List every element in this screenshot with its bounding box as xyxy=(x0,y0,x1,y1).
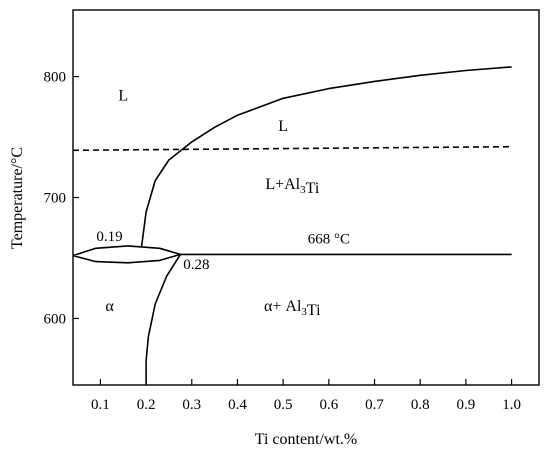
x-tick-label: 0.6 xyxy=(319,397,338,413)
x-tick-label: 0.7 xyxy=(365,397,384,413)
x-tick-label: 0.3 xyxy=(182,397,201,413)
annotation-alpha-Al3Ti: α+ Al3Ti xyxy=(264,298,321,319)
boundary-line-3 xyxy=(145,253,182,384)
y-tick-label: 800 xyxy=(44,70,67,86)
region-annotations: L L L+Al3Ti 0.19 668 °C 0.28 α α+ Al3Ti xyxy=(96,88,350,319)
plot-lines xyxy=(72,66,512,384)
annotation-L-upper: L xyxy=(118,88,128,105)
annotation-L-right: L xyxy=(278,118,288,135)
annotation-L-Al3Ti: L+Al3Ti xyxy=(265,176,320,197)
y-tick-label: 700 xyxy=(44,191,67,207)
x-tick-label: 0.4 xyxy=(228,397,247,413)
plot-frame xyxy=(72,9,540,386)
boundary-line-0 xyxy=(140,66,512,248)
x-tick-label: 0.5 xyxy=(274,397,293,413)
x-tick-label: 0.8 xyxy=(411,397,430,413)
y-axis-ticks: 600 700 800 xyxy=(44,70,79,327)
x-tick-label: 0.1 xyxy=(91,397,110,413)
annotation-pt-019: 0.19 xyxy=(96,229,122,245)
boundary-line-4 xyxy=(72,245,182,264)
x-axis-ticks: 0.1 0.2 0.3 0.4 0.5 0.6 0.7 0.8 0.9 1.0 xyxy=(91,379,521,413)
annotation-alpha: α xyxy=(105,298,114,315)
annotation-pt-028: 0.28 xyxy=(183,257,209,273)
y-tick-label: 600 xyxy=(44,311,67,327)
x-tick-label: 0.9 xyxy=(457,397,476,413)
x-tick-label: 1.0 xyxy=(502,397,521,413)
x-tick-label: 0.2 xyxy=(137,397,156,413)
y-axis-label: Temperature/°C xyxy=(9,147,26,249)
boundary-line-2 xyxy=(72,145,512,152)
annotation-temp-668: 668 °C xyxy=(308,231,350,247)
x-axis-label: Ti content/wt.% xyxy=(255,431,358,448)
